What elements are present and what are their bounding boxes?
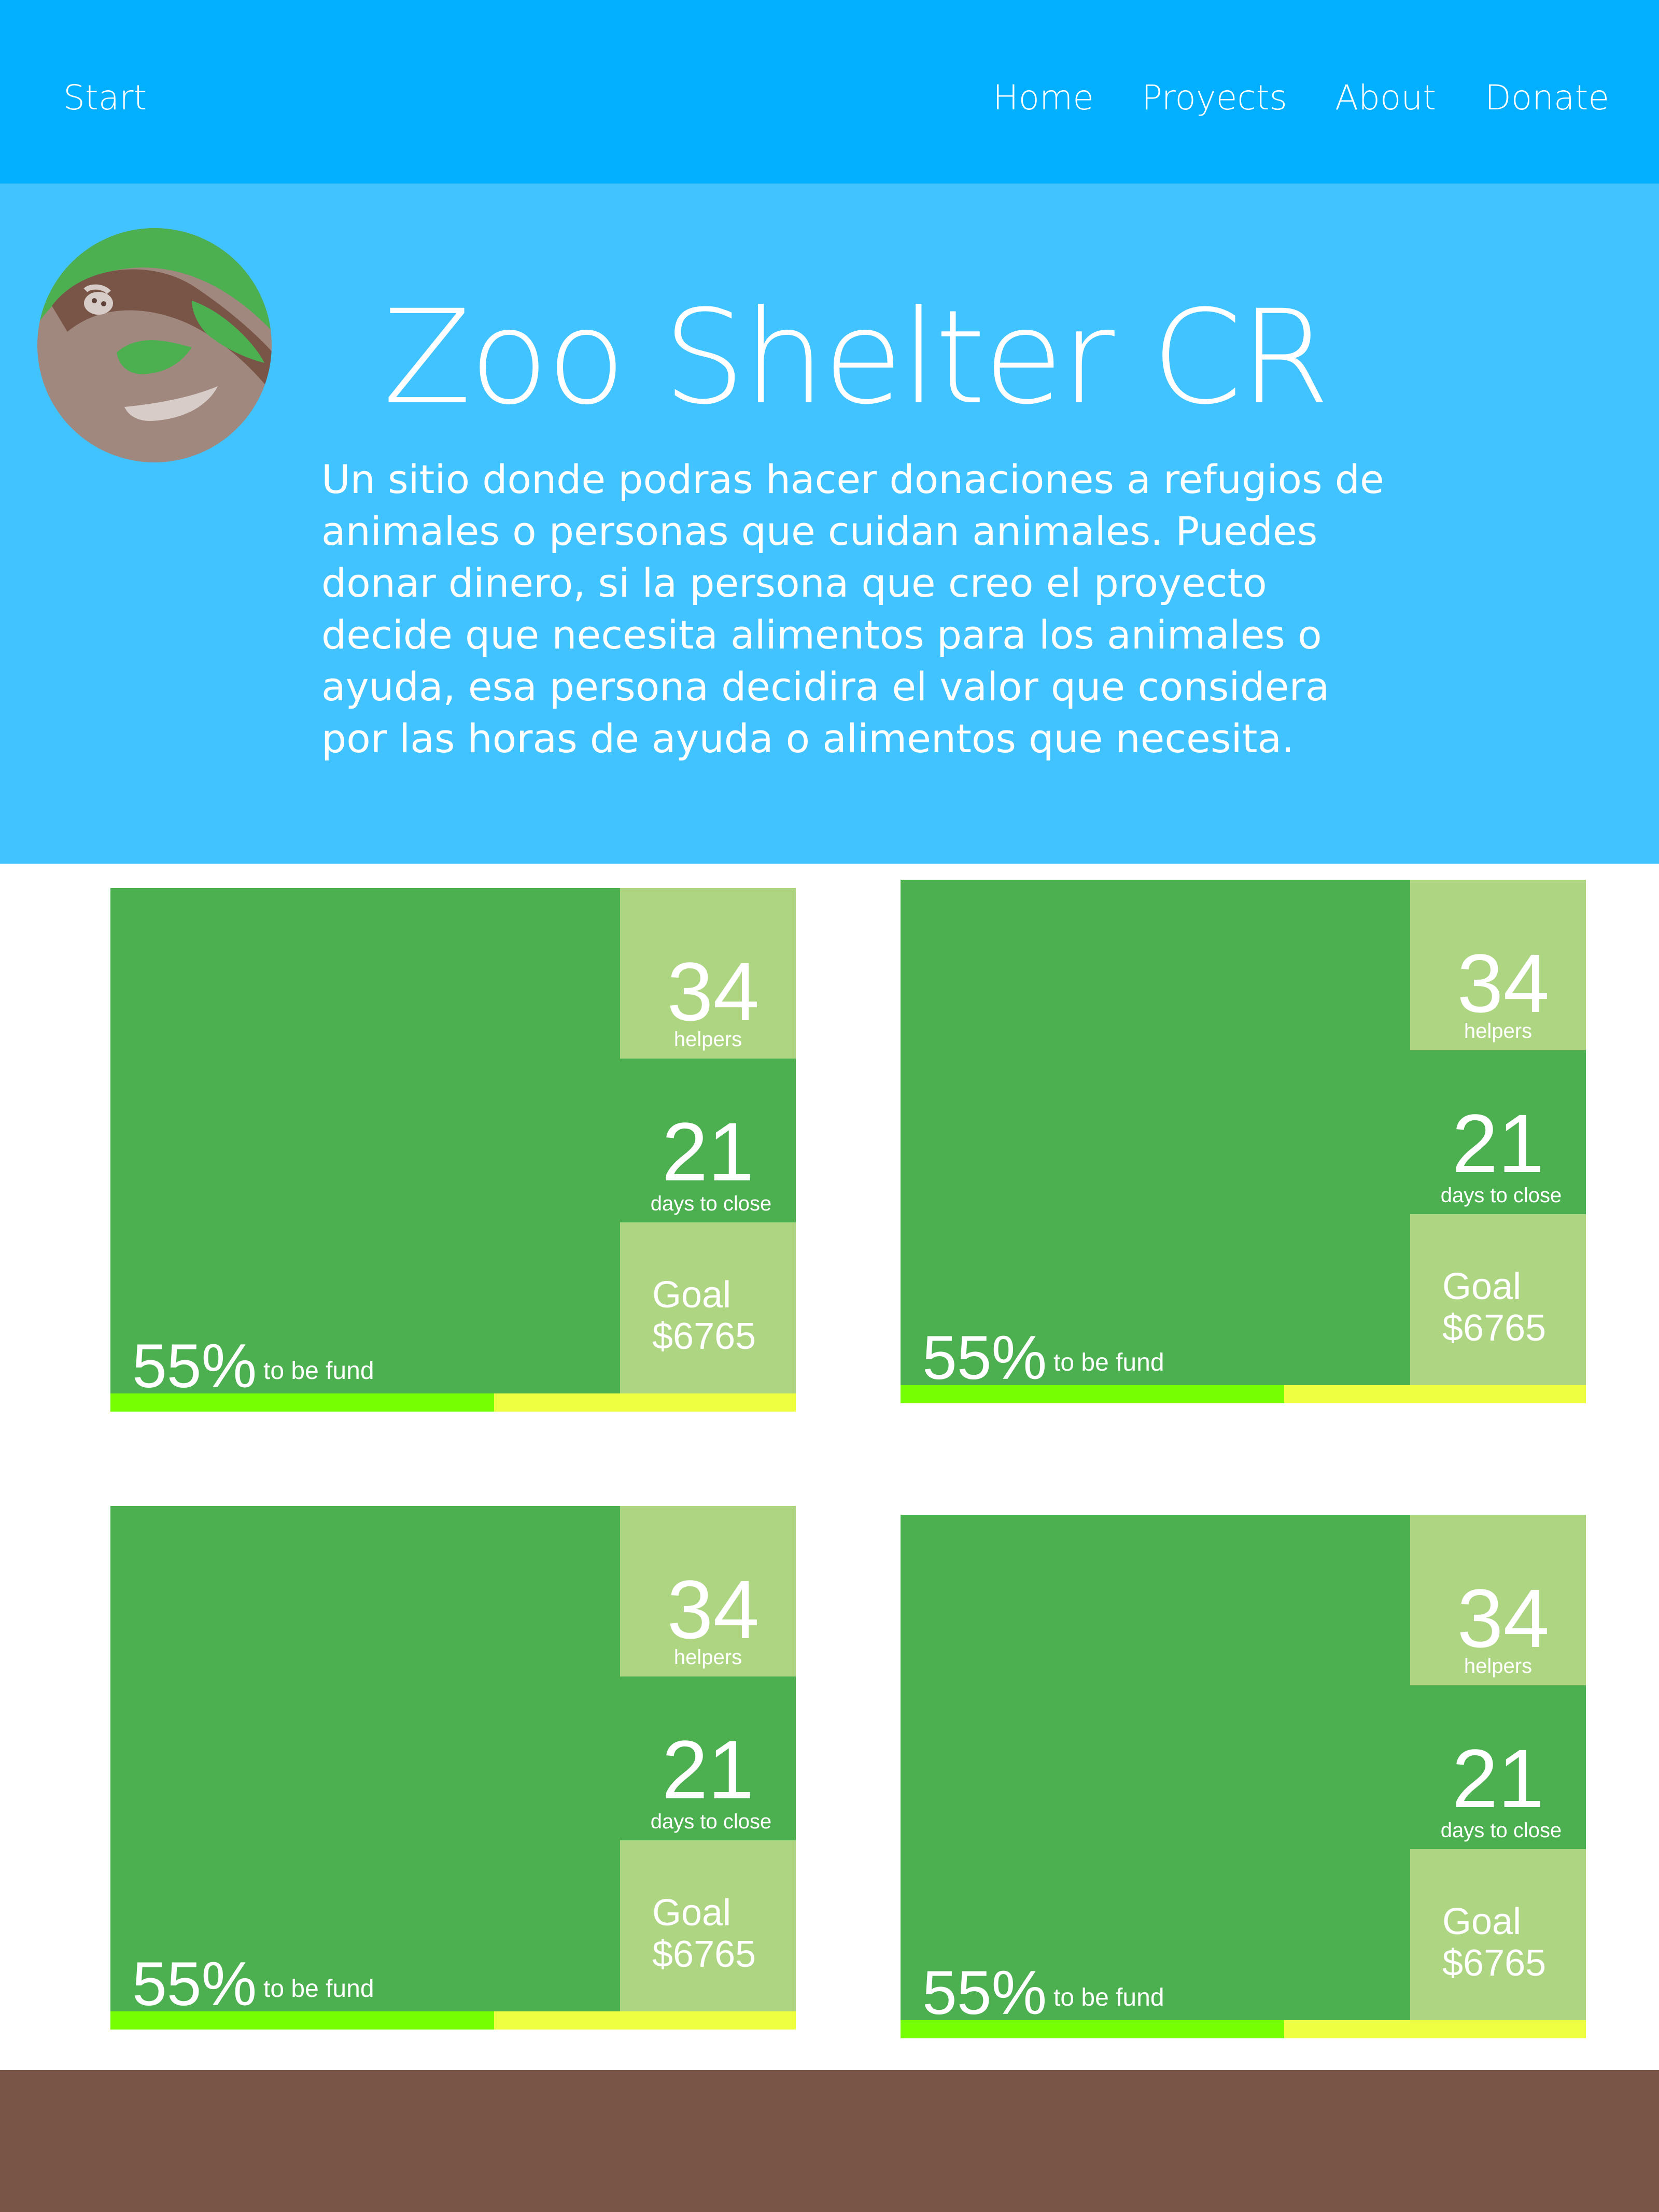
helpers-stat: 34 helpers: [620, 888, 796, 1059]
progress-bar: [901, 1385, 1586, 1403]
goal-stat: Goal $6765: [1410, 1214, 1586, 1385]
progress-bar: [901, 2020, 1586, 2038]
days-stat: 21 days to close: [620, 1059, 796, 1222]
footer: [0, 2070, 1659, 2212]
fund-percent: 55%: [132, 1331, 257, 1401]
goal-amount: $6765: [652, 1934, 756, 1975]
days-stat: 21 days to close: [620, 1676, 796, 1840]
top-navbar: Start Home Proyects About Donate: [0, 0, 1659, 184]
project-card[interactable]: 34 helpers 21 days to close Goal $6765 5…: [110, 1506, 796, 2030]
days-stat: 21 days to close: [1410, 1050, 1586, 1214]
days-label: days to close: [1440, 1819, 1562, 1842]
nav-projects-link[interactable]: Proyects: [1142, 78, 1287, 118]
days-label: days to close: [1440, 1184, 1562, 1207]
days-count: 21: [1452, 1097, 1544, 1190]
project-card[interactable]: 34 helpers 21 days to close Goal $6765 5…: [901, 880, 1586, 1403]
helpers-count: 34: [1457, 937, 1550, 1030]
helpers-label: helpers: [673, 1646, 742, 1669]
project-card[interactable]: 34 helpers 21 days to close Goal $6765 5…: [110, 888, 796, 1412]
goal-stat: Goal $6765: [620, 1840, 796, 2011]
fund-label: to be fund: [1053, 1349, 1164, 1376]
helpers-count: 34: [667, 945, 760, 1038]
fund-percent: 55%: [922, 1958, 1047, 2027]
progress-fill: [110, 2011, 495, 2030]
helpers-label: helpers: [1464, 1655, 1533, 1678]
nav-home-link[interactable]: Home: [993, 78, 1094, 118]
fund-label: to be fund: [1053, 1984, 1164, 2011]
progress-bar: [110, 2011, 796, 2030]
fund-percent: 55%: [922, 1323, 1047, 1392]
helpers-stat: 34 helpers: [1410, 1515, 1586, 1685]
nav-donate-link[interactable]: Donate: [1485, 78, 1609, 118]
goal-amount: $6765: [652, 1316, 756, 1357]
site-description: Un sitio donde podras hacer donaciones a…: [321, 456, 1384, 762]
goal-amount: $6765: [1442, 1307, 1546, 1349]
fund-percent: 55%: [132, 1949, 257, 2019]
goal-label: Goal: [1442, 1901, 1522, 1942]
helpers-count: 34: [667, 1563, 760, 1656]
days-count: 21: [662, 1105, 754, 1198]
goal-stat: Goal $6765: [1410, 1849, 1586, 2020]
days-label: days to close: [650, 1810, 772, 1833]
nav-about-link[interactable]: About: [1335, 78, 1437, 118]
progress-fill: [901, 1385, 1285, 1403]
progress-fill: [901, 2020, 1285, 2038]
days-count: 21: [662, 1723, 754, 1816]
goal-label: Goal: [652, 1274, 732, 1316]
project-card[interactable]: 34 helpers 21 days to close Goal $6765 5…: [901, 1515, 1586, 2038]
progress-fill: [110, 1393, 495, 1412]
hero-section: [0, 184, 1659, 864]
sloth-logo-icon: [37, 228, 272, 462]
site-title: Zoo Shelter CR: [383, 282, 1330, 433]
goal-amount: $6765: [1442, 1942, 1546, 1984]
nav-start-link[interactable]: Start: [63, 78, 147, 118]
days-stat: 21 days to close: [1410, 1685, 1586, 1849]
helpers-label: helpers: [1464, 1020, 1533, 1042]
helpers-label: helpers: [673, 1028, 742, 1051]
fund-label: to be fund: [263, 1357, 374, 1385]
days-label: days to close: [650, 1192, 772, 1215]
goal-label: Goal: [652, 1892, 732, 1934]
goal-label: Goal: [1442, 1266, 1522, 1307]
fund-label: to be fund: [263, 1975, 374, 2003]
helpers-stat: 34 helpers: [1410, 880, 1586, 1050]
goal-stat: Goal $6765: [620, 1222, 796, 1393]
progress-bar: [110, 1393, 796, 1412]
helpers-stat: 34 helpers: [620, 1506, 796, 1676]
helpers-count: 34: [1457, 1572, 1550, 1665]
days-count: 21: [1452, 1732, 1544, 1825]
